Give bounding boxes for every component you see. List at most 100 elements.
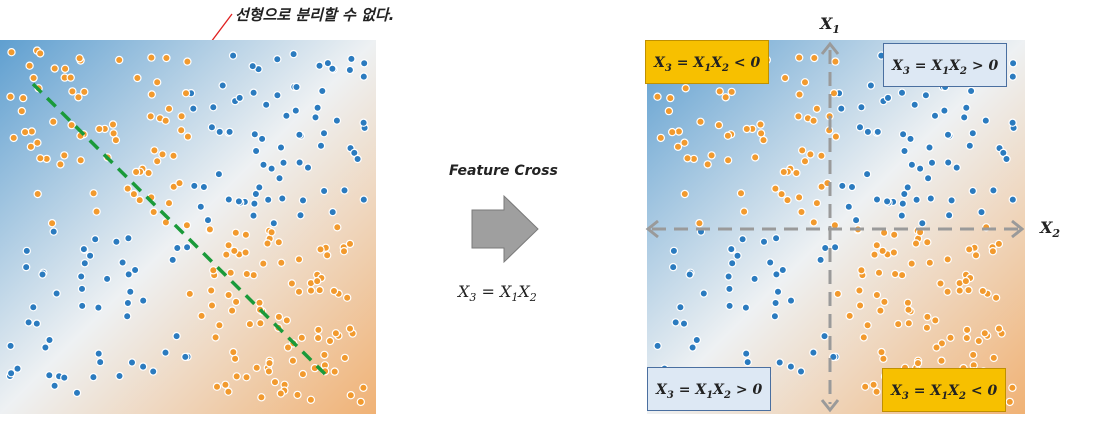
orange-point xyxy=(668,127,677,137)
blue-point xyxy=(90,234,100,244)
orange-point xyxy=(197,311,206,321)
blue-point xyxy=(862,169,872,179)
orange-point xyxy=(817,182,826,191)
orange-point xyxy=(33,189,42,199)
orange-point xyxy=(314,325,323,335)
blue-point xyxy=(85,251,95,260)
orange-point xyxy=(904,305,913,314)
orange-point xyxy=(913,358,923,368)
orange-point xyxy=(206,286,216,295)
blue-point xyxy=(316,141,326,151)
orange-point xyxy=(333,223,342,232)
orange-point xyxy=(943,255,952,264)
blue-point xyxy=(94,349,103,358)
orange-point xyxy=(777,189,786,199)
blue-point xyxy=(275,174,284,183)
orange-point xyxy=(800,78,810,87)
blue-point xyxy=(22,246,31,256)
blue-point xyxy=(883,93,893,103)
blue-point xyxy=(981,116,990,125)
blue-point xyxy=(882,197,892,206)
orange-point xyxy=(872,241,881,250)
orange-point xyxy=(282,316,291,325)
blue-point xyxy=(32,319,42,328)
blue-point xyxy=(248,61,257,71)
blue-point xyxy=(679,319,689,328)
blue-point xyxy=(95,357,105,367)
blue-point xyxy=(257,134,267,144)
orange-point xyxy=(263,239,272,248)
blue-point xyxy=(676,303,685,312)
blue-point xyxy=(319,128,329,138)
blue-point xyxy=(209,102,218,112)
blue-point xyxy=(45,335,54,345)
orange-point xyxy=(183,57,192,66)
orange-point xyxy=(231,297,241,307)
orange-point xyxy=(680,138,689,147)
blue-point xyxy=(313,103,322,112)
blue-point xyxy=(923,174,933,183)
blue-point xyxy=(838,181,847,191)
blue-point xyxy=(851,215,861,225)
orange-point xyxy=(215,321,224,330)
blue-point xyxy=(671,318,680,327)
orange-point xyxy=(800,157,810,166)
orange-point xyxy=(742,124,752,134)
blue-point xyxy=(907,160,917,170)
blue-point xyxy=(727,244,736,254)
blue-point xyxy=(115,371,124,381)
orange-point xyxy=(797,146,807,155)
orange-point xyxy=(169,151,178,161)
orange-point xyxy=(946,333,955,342)
orange-point xyxy=(111,135,121,145)
orange-point xyxy=(47,218,57,228)
blue-point xyxy=(960,113,969,122)
orange-point xyxy=(340,353,350,363)
orange-point xyxy=(19,93,28,103)
blue-point xyxy=(215,127,224,137)
blue-point xyxy=(820,331,829,341)
blue-point xyxy=(926,194,935,203)
orange-point xyxy=(74,93,83,102)
orange-point xyxy=(721,93,730,102)
blue-point xyxy=(250,130,259,139)
blue-point xyxy=(906,134,915,144)
blue-point xyxy=(203,215,213,225)
blue-point xyxy=(725,301,734,311)
orange-point xyxy=(164,104,174,114)
blue-point xyxy=(340,186,349,195)
blue-point xyxy=(741,349,751,358)
blue-point xyxy=(968,186,977,196)
blue-point xyxy=(289,49,298,59)
orange-point xyxy=(320,350,329,360)
orange-point xyxy=(224,290,233,300)
orange-point xyxy=(123,184,132,193)
blue-point xyxy=(278,194,287,203)
orange-point xyxy=(146,112,155,121)
orange-point xyxy=(356,397,365,407)
orange-point xyxy=(222,250,231,259)
orange-point xyxy=(283,343,293,352)
orange-point xyxy=(49,117,58,127)
blue-point xyxy=(161,348,170,357)
orange-point xyxy=(715,87,724,96)
orange-point xyxy=(937,339,947,348)
blue-point xyxy=(38,270,47,279)
orange-point xyxy=(315,285,324,295)
blue-point xyxy=(966,86,976,96)
orange-point xyxy=(209,266,218,275)
orange-point xyxy=(274,237,283,247)
orange-point xyxy=(969,350,978,360)
orange-point xyxy=(855,286,864,295)
blue-point xyxy=(328,64,337,73)
blue-point xyxy=(943,130,953,140)
orange-point xyxy=(797,207,806,217)
orange-point xyxy=(857,266,866,275)
orange-point xyxy=(346,391,355,400)
blue-point xyxy=(952,163,961,172)
orange-point xyxy=(810,53,819,63)
orange-point xyxy=(878,246,887,256)
blue-point xyxy=(944,158,953,167)
orange-point xyxy=(259,259,268,268)
blue-point xyxy=(112,237,121,246)
